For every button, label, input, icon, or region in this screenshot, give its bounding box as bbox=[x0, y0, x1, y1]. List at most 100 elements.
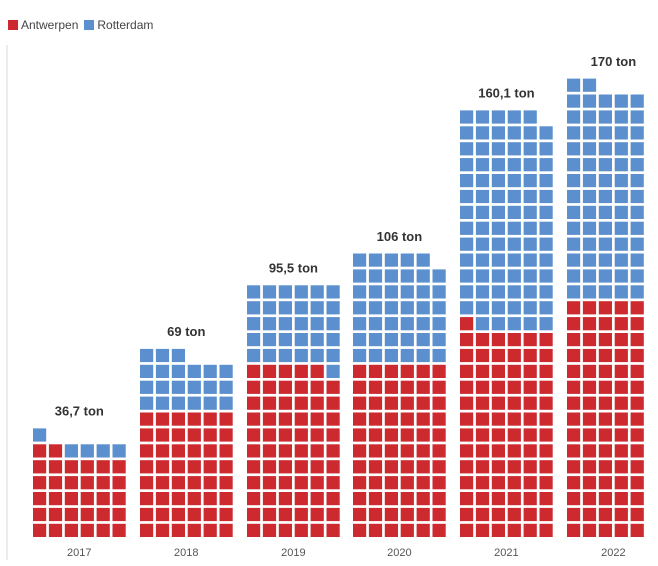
waffle-square-2019-antwerpen bbox=[247, 412, 261, 426]
waffle-square-2020-antwerpen bbox=[384, 412, 398, 426]
waffle-square-2022-antwerpen bbox=[614, 348, 628, 363]
waffle-square-2021-rotterdam bbox=[475, 285, 490, 299]
waffle-square-2019-antwerpen bbox=[310, 396, 324, 410]
waffle-square-2021-antwerpen bbox=[523, 428, 537, 442]
waffle-square-2020-antwerpen bbox=[368, 428, 383, 442]
waffle-square-2022-antwerpen bbox=[614, 396, 628, 410]
waffle-square-2019-antwerpen bbox=[326, 428, 340, 442]
waffle-square-2020-antwerpen bbox=[368, 444, 383, 458]
waffle-square-2019-rotterdam bbox=[310, 333, 324, 347]
waffle-square-2022-rotterdam bbox=[614, 285, 628, 299]
waffle-square-2022-antwerpen bbox=[614, 492, 628, 506]
waffle-square-2019-rotterdam bbox=[326, 285, 340, 299]
waffle-square-2020-antwerpen bbox=[384, 507, 398, 522]
waffle-square-2018-rotterdam bbox=[171, 364, 185, 378]
waffle-square-2022-antwerpen bbox=[630, 380, 644, 394]
waffle-square-2020-rotterdam bbox=[400, 301, 414, 315]
waffle-square-2022-antwerpen bbox=[630, 507, 644, 522]
waffle-square-2017-rotterdam bbox=[96, 444, 110, 458]
legend-label-antwerpen: Antwerpen bbox=[21, 18, 79, 32]
x-tick-label-2020: 2020 bbox=[387, 547, 411, 559]
waffle-square-2017-antwerpen bbox=[96, 476, 110, 490]
waffle-square-2020-antwerpen bbox=[416, 428, 430, 442]
waffle-square-2020-antwerpen bbox=[400, 380, 414, 394]
waffle-square-2018-antwerpen bbox=[219, 444, 233, 458]
waffle-square-2021-rotterdam bbox=[507, 126, 521, 140]
waffle-square-2017-antwerpen bbox=[48, 444, 63, 458]
waffle-square-2020-rotterdam bbox=[400, 253, 414, 267]
waffle-square-2022-antwerpen bbox=[614, 476, 628, 490]
waffle-square-2019-antwerpen bbox=[326, 476, 340, 490]
waffle-square-2019-antwerpen bbox=[310, 492, 324, 506]
waffle-square-2018-rotterdam bbox=[203, 364, 217, 378]
waffle-square-2021-rotterdam bbox=[491, 126, 505, 140]
waffle-square-2020-antwerpen bbox=[384, 476, 398, 490]
waffle-square-2021-antwerpen bbox=[507, 412, 521, 426]
waffle-square-2019-rotterdam bbox=[294, 301, 308, 315]
waffle-square-2022-antwerpen bbox=[582, 396, 597, 410]
waffle-square-2017-antwerpen bbox=[33, 460, 47, 474]
waffle-square-2021-antwerpen bbox=[539, 380, 553, 394]
waffle-square-2021-rotterdam bbox=[507, 158, 521, 172]
waffle-square-2021-rotterdam bbox=[460, 158, 474, 172]
waffle-square-2022-antwerpen bbox=[582, 412, 597, 426]
waffle-square-2021-antwerpen bbox=[475, 507, 490, 522]
waffle-square-2018-rotterdam bbox=[140, 348, 154, 363]
waffle-square-2020-antwerpen bbox=[400, 476, 414, 490]
waffle-square-2020-antwerpen bbox=[353, 476, 367, 490]
waffle-square-2021-rotterdam bbox=[507, 174, 521, 188]
waffle-square-2021-antwerpen bbox=[491, 492, 505, 506]
waffle-square-2022-rotterdam bbox=[567, 78, 581, 92]
waffle-square-2017-antwerpen bbox=[33, 523, 47, 537]
waffle-square-2019-antwerpen bbox=[326, 380, 340, 394]
waffle-square-2021-antwerpen bbox=[460, 492, 474, 506]
x-tick-label-2017: 2017 bbox=[67, 547, 91, 559]
waffle-square-2022-antwerpen bbox=[567, 364, 581, 378]
waffle-square-2020-antwerpen bbox=[384, 380, 398, 394]
waffle-square-2019-antwerpen bbox=[310, 507, 324, 522]
waffle-square-2022-antwerpen bbox=[598, 396, 612, 410]
waffle-square-2017-antwerpen bbox=[96, 523, 110, 537]
waffle-square-2021-rotterdam bbox=[491, 189, 505, 204]
waffle-square-2022-antwerpen bbox=[567, 460, 581, 474]
waffle-square-2021-rotterdam bbox=[523, 221, 537, 235]
waffle-square-2019-antwerpen bbox=[278, 507, 292, 522]
waffle-square-2022-rotterdam bbox=[582, 221, 597, 235]
waffle-square-2019-antwerpen bbox=[262, 492, 277, 506]
waffle-square-2017-rotterdam bbox=[112, 444, 126, 458]
waffle-square-2020-antwerpen bbox=[384, 523, 398, 537]
waffle-square-2018-antwerpen bbox=[187, 428, 201, 442]
waffle-square-2017-antwerpen bbox=[64, 523, 78, 537]
waffle-square-2021-antwerpen bbox=[539, 428, 553, 442]
waffle-square-2018-antwerpen bbox=[187, 412, 201, 426]
waffle-square-2019-antwerpen bbox=[310, 476, 324, 490]
waffle-square-2020-antwerpen bbox=[432, 428, 446, 442]
waffle-square-2018-antwerpen bbox=[155, 428, 170, 442]
waffle-square-2019-antwerpen bbox=[262, 507, 277, 522]
waffle-square-2017-antwerpen bbox=[64, 460, 78, 474]
waffle-square-2021-antwerpen bbox=[539, 444, 553, 458]
waffle-square-2022-rotterdam bbox=[567, 237, 581, 251]
waffle-square-2018-antwerpen bbox=[171, 523, 185, 537]
waffle-square-2021-antwerpen bbox=[475, 412, 490, 426]
waffle-square-2022-rotterdam bbox=[598, 285, 612, 299]
waffle-square-2019-antwerpen bbox=[310, 428, 324, 442]
waffle-square-2019-rotterdam bbox=[247, 285, 261, 299]
waffle-square-2019-antwerpen bbox=[326, 396, 340, 410]
waffle-square-2020-antwerpen bbox=[432, 412, 446, 426]
waffle-square-2018-rotterdam bbox=[155, 396, 170, 410]
waffle-square-2021-rotterdam bbox=[475, 301, 490, 315]
waffle-square-2021-rotterdam bbox=[523, 174, 537, 188]
waffle-square-2018-rotterdam bbox=[155, 364, 170, 378]
waffle-square-2020-rotterdam bbox=[384, 301, 398, 315]
waffle-square-2022-antwerpen bbox=[598, 428, 612, 442]
waffle-square-2021-antwerpen bbox=[539, 460, 553, 474]
waffle-square-2021-antwerpen bbox=[539, 507, 553, 522]
waffle-square-2021-rotterdam bbox=[523, 110, 537, 124]
waffle-square-2018-antwerpen bbox=[187, 492, 201, 506]
waffle-square-2022-antwerpen bbox=[582, 476, 597, 490]
x-tick-label-2021: 2021 bbox=[494, 547, 518, 559]
legend-swatch-antwerpen bbox=[8, 20, 18, 30]
waffle-square-2021-rotterdam bbox=[491, 110, 505, 124]
